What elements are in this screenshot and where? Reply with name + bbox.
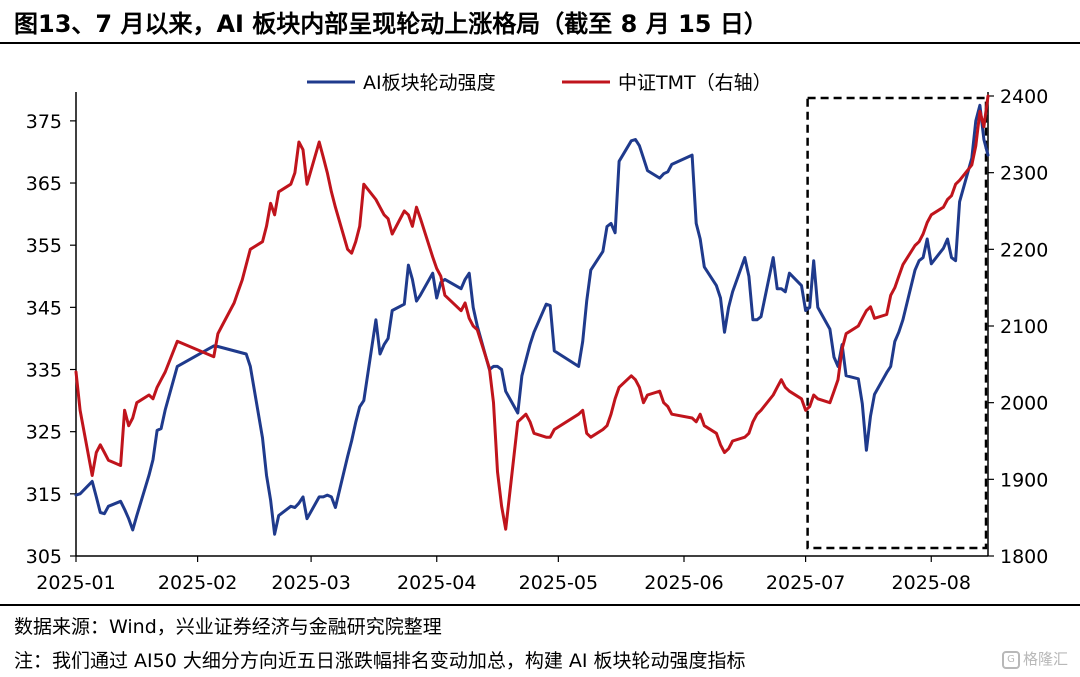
right-y-tick-label: 2100 <box>1000 316 1048 338</box>
highlight-box-rect <box>806 96 988 550</box>
right-y-tick-label: 2000 <box>1000 393 1048 415</box>
chart-axes: 305 315 325 335 345 355 365 375 1800 1900 2000 2100… <box>26 86 1049 594</box>
watermark-logo-icon: G <box>1001 650 1020 669</box>
left-y-tick-label: 345 <box>26 297 62 319</box>
left-y-tick-label: 315 <box>26 484 62 506</box>
x-tick-label: 2025-06 <box>644 572 723 594</box>
right-y-tick-label: 2300 <box>1000 163 1048 185</box>
x-tick-label: 2025-08 <box>892 572 971 594</box>
x-tick-label: 2025-03 <box>271 572 350 594</box>
legend-label: 中证TMT（右轴） <box>618 72 772 94</box>
ai-rotation-strength-line <box>74 103 990 536</box>
chart-legend: AI板块轮动强度 中证TMT（右轴） <box>307 72 772 94</box>
x-tick-label: 2025-02 <box>158 572 237 594</box>
watermark-label: 格隆汇 <box>1022 650 1068 668</box>
left-y-tick-label: 305 <box>26 546 62 568</box>
methodology-note: 注：我们通过 AI50 大细分方向近五日涨跌幅排名变动加总，构建 AI 板块轮动… <box>14 650 746 672</box>
data-source-note: 数据来源：Wind，兴业证券经济与金融研究院整理 <box>14 616 442 638</box>
watermark: G 格隆汇 <box>1001 648 1068 669</box>
right-y-tick-label: 1800 <box>1000 546 1048 568</box>
left-y-tick-label: 365 <box>26 173 62 195</box>
csi-tmt-line <box>74 94 990 531</box>
left-y-tick-label: 325 <box>26 422 62 444</box>
x-tick-label: 2025-07 <box>766 572 845 594</box>
left-y-tick-label: 335 <box>26 360 62 382</box>
right-y-tick-label: 2400 <box>1000 86 1048 108</box>
footer-divider <box>0 604 1080 606</box>
x-tick-label: 2025-01 <box>36 572 115 594</box>
chart-series <box>74 94 990 536</box>
line-chart: AI板块轮动强度 中证TMT（右轴） 3053153253353453553653… <box>26 72 1049 594</box>
july-august-highlight-box <box>806 96 988 550</box>
x-tick-label: 2025-04 <box>397 572 476 594</box>
right-y-tick-label: 2200 <box>1000 239 1048 261</box>
legend-label: AI板块轮动强度 <box>363 72 496 94</box>
left-y-tick-label: 355 <box>26 235 62 257</box>
left-y-tick-label: 375 <box>26 111 62 133</box>
x-tick-label: 2025-05 <box>519 572 598 594</box>
right-y-tick-label: 1900 <box>1000 469 1048 491</box>
title-divider <box>0 42 1080 44</box>
figure-title: 图13、7 月以来，AI 板块内部呈现轮动上涨格局（截至 8 月 15 日） <box>14 10 768 38</box>
